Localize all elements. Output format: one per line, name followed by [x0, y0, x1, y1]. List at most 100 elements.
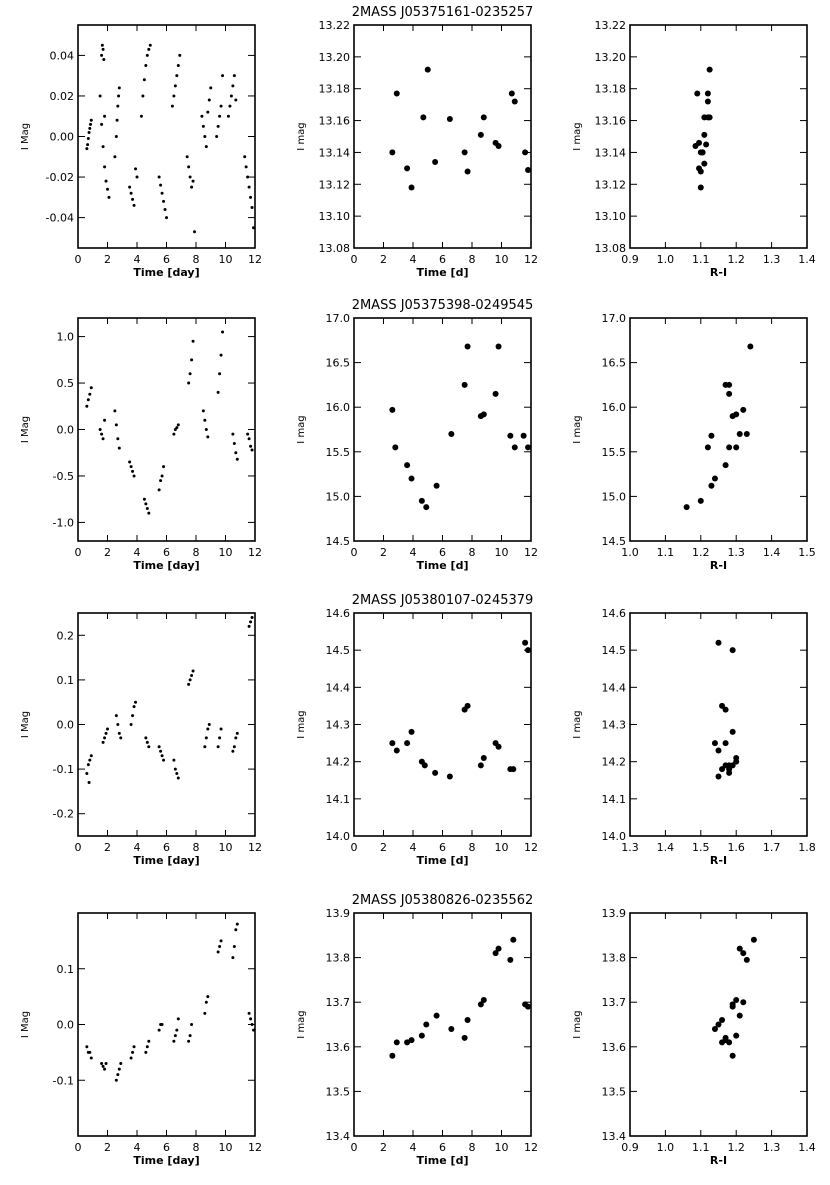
- x-axis-label: Time [day]: [133, 854, 199, 867]
- x-axis-label: R-I: [710, 1154, 727, 1167]
- data-point: [408, 475, 415, 482]
- data-point: [221, 330, 225, 334]
- data-point: [104, 731, 108, 735]
- data-point: [424, 66, 431, 73]
- y-tick-label: 14.5: [602, 644, 627, 657]
- plot-frame: [629, 612, 808, 837]
- data-point: [142, 78, 146, 82]
- y-tick-label: 16.0: [326, 401, 351, 414]
- x-tick-label: 1.3: [727, 546, 745, 559]
- data-point: [733, 758, 740, 765]
- panel-title: 2MASS J05375398-0249545: [352, 298, 534, 313]
- y-tick-label: 14.2: [326, 756, 351, 769]
- data-point: [246, 432, 250, 436]
- data-point: [715, 747, 722, 754]
- data-point: [216, 390, 220, 394]
- data-point: [432, 158, 439, 165]
- data-point: [219, 939, 223, 943]
- x-tick-label: 12: [248, 546, 262, 559]
- data-point: [216, 745, 220, 749]
- y-tick-label: 15.0: [602, 490, 627, 503]
- data-point: [507, 432, 514, 439]
- y-tick-label: 0.1: [57, 963, 75, 976]
- y-tick-label: 13.16: [595, 115, 627, 128]
- y-tick-label: 13.8: [326, 952, 351, 965]
- data-point: [697, 168, 704, 175]
- data-point: [522, 639, 529, 646]
- data-point: [389, 406, 396, 413]
- data-point: [247, 185, 251, 189]
- data-point: [142, 497, 146, 501]
- data-point: [448, 430, 455, 437]
- data-point: [492, 390, 499, 397]
- data-point: [404, 1039, 411, 1046]
- data-point: [722, 706, 729, 713]
- data-point: [404, 165, 411, 172]
- data-point: [101, 437, 105, 441]
- plot-frame: [353, 612, 532, 837]
- data-point: [191, 669, 195, 673]
- plot-frame: [353, 912, 532, 1137]
- y-tick-label: 13.5: [602, 1085, 627, 1098]
- data-point: [711, 475, 718, 482]
- plot-panel-7: 0 2 4 6 8 10 12 -0.2 -0.1 0.0 0.1 0.2 Time [day] I Ma…: [20, 612, 262, 867]
- x-tick-label: 10: [495, 253, 509, 266]
- data-point: [86, 143, 90, 147]
- x-tick-label: 6: [439, 841, 446, 854]
- data-point: [144, 736, 148, 740]
- y-tick-label: 15.5: [602, 446, 627, 459]
- data-point: [203, 1011, 207, 1015]
- data-point: [173, 84, 177, 88]
- data-point: [119, 736, 123, 740]
- x-tick-label: 8: [469, 253, 476, 266]
- data-point: [116, 104, 120, 108]
- data-point: [701, 114, 708, 121]
- x-tick-label: 1.2: [692, 546, 710, 559]
- y-tick-label: 14.3: [602, 719, 627, 732]
- data-point: [525, 444, 532, 451]
- data-point: [145, 740, 149, 744]
- y-tick-label: 0.5: [57, 377, 75, 390]
- plot-frame: [629, 912, 808, 1137]
- data-point: [692, 143, 699, 150]
- data-point: [113, 409, 117, 413]
- data-point: [729, 1052, 736, 1059]
- y-tick-label: 13.22: [319, 19, 351, 32]
- data-point: [715, 639, 722, 646]
- x-tick-label: 2: [380, 253, 387, 266]
- data-point: [132, 203, 136, 207]
- data-point: [747, 343, 754, 350]
- data-point: [160, 754, 164, 758]
- data-point: [114, 714, 118, 718]
- x-tick-label: 4: [410, 841, 417, 854]
- data-point: [101, 1064, 105, 1068]
- data-point: [477, 762, 484, 769]
- y-tick-label: 13.18: [595, 83, 627, 96]
- data-point: [206, 995, 210, 999]
- data-point: [101, 145, 105, 149]
- data-point: [85, 772, 89, 776]
- x-tick-label: 1.3: [621, 841, 639, 854]
- data-point: [699, 149, 706, 156]
- data-point: [420, 114, 427, 121]
- data-point: [178, 53, 182, 57]
- data-point: [719, 702, 726, 709]
- data-point: [103, 1067, 107, 1071]
- data-point: [191, 179, 195, 183]
- x-axis-label: R-I: [710, 559, 727, 572]
- plot-panel-3: 0.9 1.0 1.1 1.2 1.3 1.4 13.08 13.10 13.12 13.14 13…: [572, 19, 816, 279]
- x-tick-label: 0: [351, 546, 358, 559]
- data-point: [162, 199, 166, 203]
- data-point: [393, 1039, 400, 1046]
- y-axis-label: I mag: [296, 1010, 307, 1038]
- x-tick-label: 0.9: [621, 1141, 639, 1154]
- data-point: [131, 197, 135, 201]
- data-point: [432, 769, 439, 776]
- data-point: [218, 114, 222, 118]
- data-point: [188, 372, 192, 376]
- x-axis-label: R-I: [710, 266, 727, 279]
- x-tick-label: 6: [439, 1141, 446, 1154]
- x-tick-label: 4: [134, 1141, 141, 1154]
- data-point: [218, 372, 222, 376]
